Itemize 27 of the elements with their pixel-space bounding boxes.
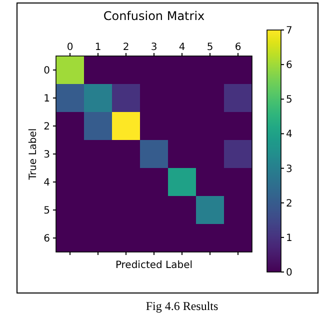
chart-title: Confusion Matrix [103,9,205,23]
x-axis-title: Predicted Label [115,260,193,271]
y-axis-title: True Label [28,128,39,181]
caption: Fig 4.6 Results [146,299,218,313]
color-bar-label: 6 [286,60,292,72]
x-tick-label: 3 [150,42,158,53]
y-tick-label: 5 [44,206,50,216]
y-tick-label: 0 [44,66,50,76]
y-tick-label: 6 [44,234,50,244]
color-bar-label: 4 [286,129,292,140]
colorbar: 0 1 2 3 4 5 6 7 [266,26,292,278]
y-tick-label: 1 [44,94,50,104]
x-tick-label: 6 [234,42,242,53]
x-tick-label: 2 [122,42,130,53]
color-bar-label: 2 [286,198,292,210]
color-bar-label: 3 [286,164,292,175]
y-tick-label: 3 [44,150,50,160]
color-bar-label: 5 [286,94,292,106]
x-tick-label: 4 [178,42,186,53]
color-bar-label: 7 [286,26,292,36]
y-tick-label: 2 [44,122,50,132]
y-tick-label: 4 [44,178,50,188]
color-bar-label: 1 [286,232,292,244]
x-tick-label: 5 [206,42,214,53]
color-bar-label: 0 [286,268,292,278]
x-tick-label: 0 [66,42,74,53]
x-tick-label: 1 [94,42,102,53]
